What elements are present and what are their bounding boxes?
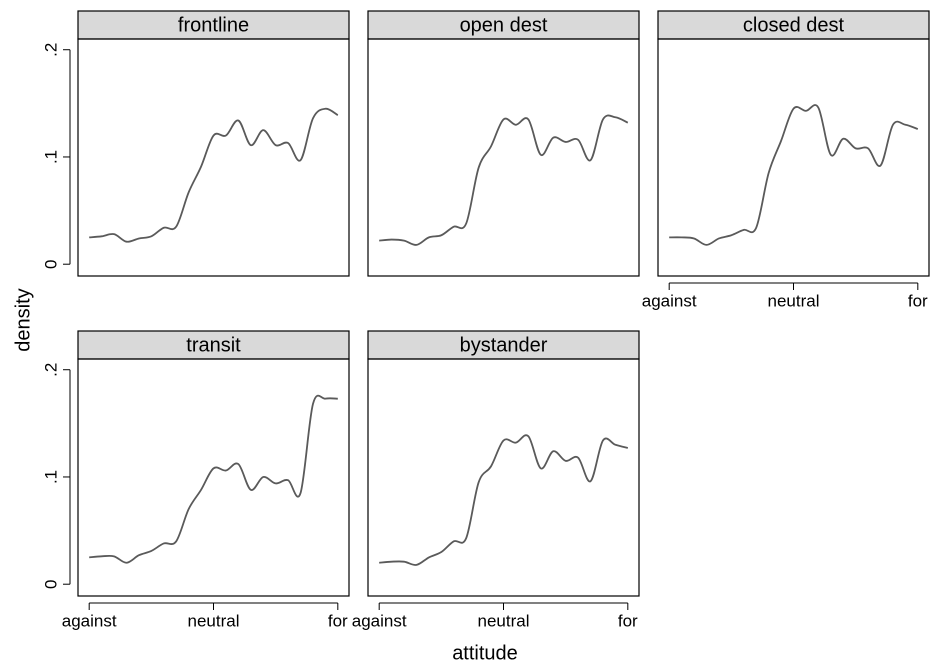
x-tick-label: for — [908, 291, 928, 310]
plot-frame — [367, 358, 640, 597]
y-tick-label: 0 — [41, 579, 60, 588]
density-line — [379, 434, 629, 566]
y-tick-label: .1 — [41, 150, 60, 164]
plot-frame — [657, 38, 930, 277]
facet-title: frontline — [178, 14, 249, 36]
facet-header — [77, 330, 350, 360]
x-axis-label: attitude — [452, 642, 518, 664]
density-line — [669, 104, 919, 246]
facet-title: open dest — [460, 14, 548, 36]
plot-frame — [77, 358, 350, 597]
facet-title: closed dest — [743, 14, 845, 36]
x-tick-label: for — [618, 611, 638, 630]
x-tick-label: neutral — [768, 291, 820, 310]
facet-title: transit — [186, 334, 241, 356]
x-tick-label: neutral — [478, 611, 530, 630]
density-line — [89, 107, 339, 243]
x-tick-label: for — [328, 611, 348, 630]
facet-header — [77, 10, 350, 40]
density-line — [379, 114, 629, 246]
facet-header — [367, 10, 640, 40]
y-tick-label: 0 — [41, 259, 60, 268]
y-tick-label: .2 — [41, 363, 60, 377]
y-axis-label: density — [12, 288, 34, 351]
x-tick-label: against — [352, 611, 407, 630]
x-tick-label: neutral — [188, 611, 240, 630]
x-tick-label: against — [62, 611, 117, 630]
density-line — [89, 394, 338, 564]
y-tick-label: .2 — [41, 43, 60, 57]
plot-frame — [77, 38, 350, 277]
facet-header — [367, 330, 640, 360]
plot-frame — [367, 38, 640, 277]
y-tick-label: .1 — [41, 470, 60, 484]
x-tick-label: against — [642, 291, 697, 310]
facet-title: bystander — [460, 334, 548, 356]
